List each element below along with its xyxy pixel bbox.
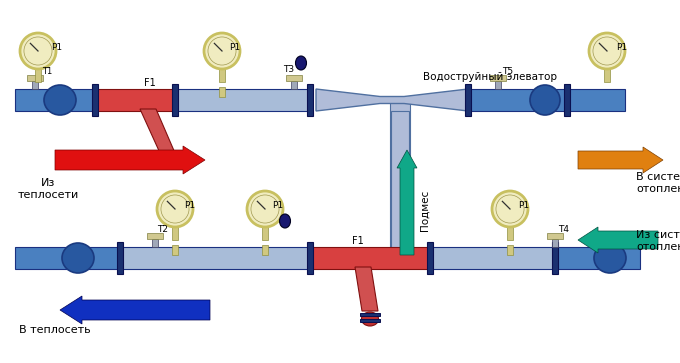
Bar bbox=[147, 233, 163, 239]
Text: Подмес: Подмес bbox=[420, 189, 430, 231]
Bar bbox=[172, 84, 178, 116]
Bar bbox=[555, 247, 640, 269]
Bar bbox=[152, 239, 158, 247]
Bar bbox=[286, 75, 302, 81]
FancyArrow shape bbox=[578, 147, 663, 173]
Text: P1: P1 bbox=[617, 42, 628, 52]
Bar bbox=[262, 227, 268, 240]
Bar bbox=[552, 242, 558, 274]
Text: Из системы
отопления: Из системы отопления bbox=[636, 230, 680, 252]
Bar bbox=[15, 247, 120, 269]
Bar bbox=[360, 313, 380, 316]
FancyArrow shape bbox=[60, 296, 210, 324]
Ellipse shape bbox=[362, 312, 379, 326]
Bar bbox=[604, 69, 610, 82]
Bar bbox=[391, 111, 409, 258]
Bar bbox=[468, 89, 570, 111]
Ellipse shape bbox=[296, 56, 307, 70]
Bar bbox=[495, 81, 501, 89]
Circle shape bbox=[20, 33, 56, 69]
Text: T3: T3 bbox=[284, 65, 294, 73]
Circle shape bbox=[251, 195, 279, 223]
Bar bbox=[219, 87, 225, 97]
Text: F1: F1 bbox=[144, 78, 156, 88]
Text: P1: P1 bbox=[52, 42, 63, 52]
Circle shape bbox=[593, 37, 621, 65]
Polygon shape bbox=[316, 89, 468, 111]
Bar bbox=[564, 84, 570, 116]
FancyArrow shape bbox=[397, 150, 417, 255]
Bar bbox=[465, 84, 471, 116]
Text: P1: P1 bbox=[273, 200, 284, 209]
Circle shape bbox=[208, 37, 236, 65]
Bar bbox=[430, 247, 555, 269]
Bar bbox=[35, 69, 41, 82]
Bar bbox=[307, 242, 313, 274]
Ellipse shape bbox=[62, 243, 94, 273]
Ellipse shape bbox=[279, 214, 290, 228]
Text: T4: T4 bbox=[558, 224, 570, 233]
Text: F1: F1 bbox=[352, 236, 364, 246]
Bar bbox=[360, 319, 380, 322]
Text: P1: P1 bbox=[229, 42, 241, 52]
Polygon shape bbox=[140, 109, 175, 153]
Bar bbox=[390, 100, 410, 258]
Bar bbox=[120, 247, 310, 269]
Circle shape bbox=[589, 33, 625, 69]
Ellipse shape bbox=[44, 85, 76, 115]
Bar bbox=[92, 84, 98, 116]
Bar bbox=[32, 81, 38, 89]
Bar bbox=[310, 247, 430, 269]
Bar bbox=[291, 81, 297, 89]
Bar bbox=[262, 245, 268, 255]
Text: T2: T2 bbox=[158, 224, 169, 233]
Bar bbox=[507, 227, 513, 240]
Text: P1: P1 bbox=[184, 200, 196, 209]
Bar bbox=[567, 89, 625, 111]
Bar bbox=[427, 242, 433, 274]
Bar bbox=[552, 239, 558, 247]
Bar bbox=[307, 84, 313, 116]
Bar bbox=[547, 233, 563, 239]
Text: T1: T1 bbox=[42, 66, 52, 76]
Circle shape bbox=[496, 195, 524, 223]
Polygon shape bbox=[355, 267, 378, 311]
Bar bbox=[157, 155, 177, 158]
Ellipse shape bbox=[594, 243, 626, 273]
Ellipse shape bbox=[530, 85, 560, 115]
FancyArrow shape bbox=[578, 227, 658, 253]
Circle shape bbox=[157, 191, 193, 227]
Bar bbox=[15, 89, 95, 111]
Bar bbox=[157, 161, 177, 164]
Bar bbox=[95, 89, 175, 111]
Bar bbox=[172, 227, 178, 240]
Circle shape bbox=[161, 195, 189, 223]
FancyArrow shape bbox=[55, 146, 205, 174]
Circle shape bbox=[492, 191, 528, 227]
Bar bbox=[175, 89, 310, 111]
Bar bbox=[117, 242, 123, 274]
Text: T5: T5 bbox=[503, 66, 513, 76]
Bar bbox=[27, 75, 43, 81]
Text: Из
теплосети: Из теплосети bbox=[18, 178, 79, 200]
Bar bbox=[490, 75, 506, 81]
Text: P1: P1 bbox=[518, 200, 530, 209]
Text: В теплосеть: В теплосеть bbox=[19, 325, 91, 335]
Text: В систему
отопления: В систему отопления bbox=[636, 172, 680, 193]
Circle shape bbox=[204, 33, 240, 69]
Text: Водоструйный элеватор: Водоструйный элеватор bbox=[423, 72, 557, 82]
Bar bbox=[219, 69, 225, 82]
Bar bbox=[172, 245, 178, 255]
Ellipse shape bbox=[158, 154, 175, 168]
Bar bbox=[507, 245, 513, 255]
Circle shape bbox=[24, 37, 52, 65]
Circle shape bbox=[247, 191, 283, 227]
